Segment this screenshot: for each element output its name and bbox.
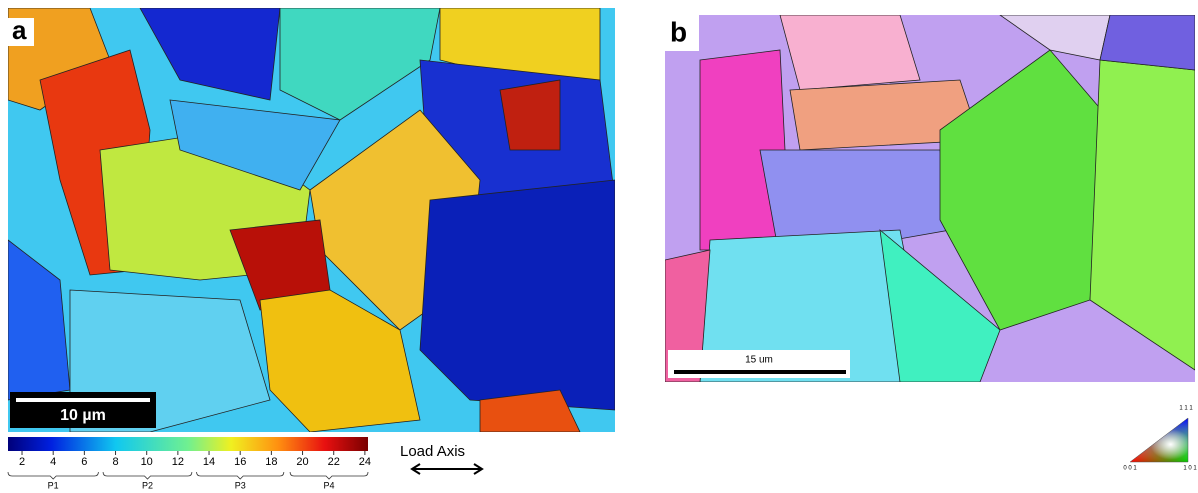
group-label: P4 bbox=[324, 480, 335, 490]
panel-label: b bbox=[670, 16, 687, 47]
ipf-label: 1 1 1 bbox=[1179, 406, 1193, 412]
colorbar-tick-label: 6 bbox=[81, 456, 87, 468]
group-label: P1 bbox=[48, 480, 59, 490]
figure: 10 µm 15 um a b Load Axis 1 1 1 0 0 1 1 … bbox=[0, 0, 1198, 493]
colorbar-tick-label: 18 bbox=[265, 456, 277, 468]
panel-label: a bbox=[12, 15, 27, 45]
colorbar-tick-label: 12 bbox=[172, 456, 184, 468]
colorbar-tick-label: 8 bbox=[112, 456, 118, 468]
group-label: P2 bbox=[142, 480, 153, 490]
page: {"panel_a": {"label": "a", "scale_bar": … bbox=[0, 0, 1198, 493]
group-bracket bbox=[197, 472, 284, 479]
scale-bar-label: 15 um bbox=[745, 355, 773, 366]
group-bracket bbox=[103, 472, 192, 479]
load-axis-arrow bbox=[412, 464, 482, 474]
colorbar-tick-label: 20 bbox=[296, 456, 308, 468]
ipf-label: 0 0 1 bbox=[1123, 466, 1137, 472]
ipf-label: 1 0 1 bbox=[1183, 466, 1197, 472]
colorbar-tick-label: 4 bbox=[50, 456, 56, 468]
ipf-key bbox=[1130, 418, 1188, 462]
colorbar-tick-label: 22 bbox=[328, 456, 340, 468]
colorbar-tick-label: 16 bbox=[234, 456, 246, 468]
grain-map-a bbox=[8, 8, 615, 432]
grain-map-b bbox=[665, 15, 1195, 382]
colorbar bbox=[8, 437, 368, 451]
colorbar-tick-label: 14 bbox=[203, 456, 215, 468]
group-label: P3 bbox=[235, 480, 246, 490]
colorbar-tick-label: 2 bbox=[19, 456, 25, 468]
group-bracket bbox=[290, 472, 368, 479]
load-axis-label: Load Axis bbox=[400, 443, 465, 460]
colorbar-tick-label: 24 bbox=[359, 456, 371, 468]
group-bracket bbox=[8, 472, 98, 479]
scale-bar-label: 10 µm bbox=[60, 407, 106, 424]
colorbar-tick-label: 10 bbox=[141, 456, 153, 468]
